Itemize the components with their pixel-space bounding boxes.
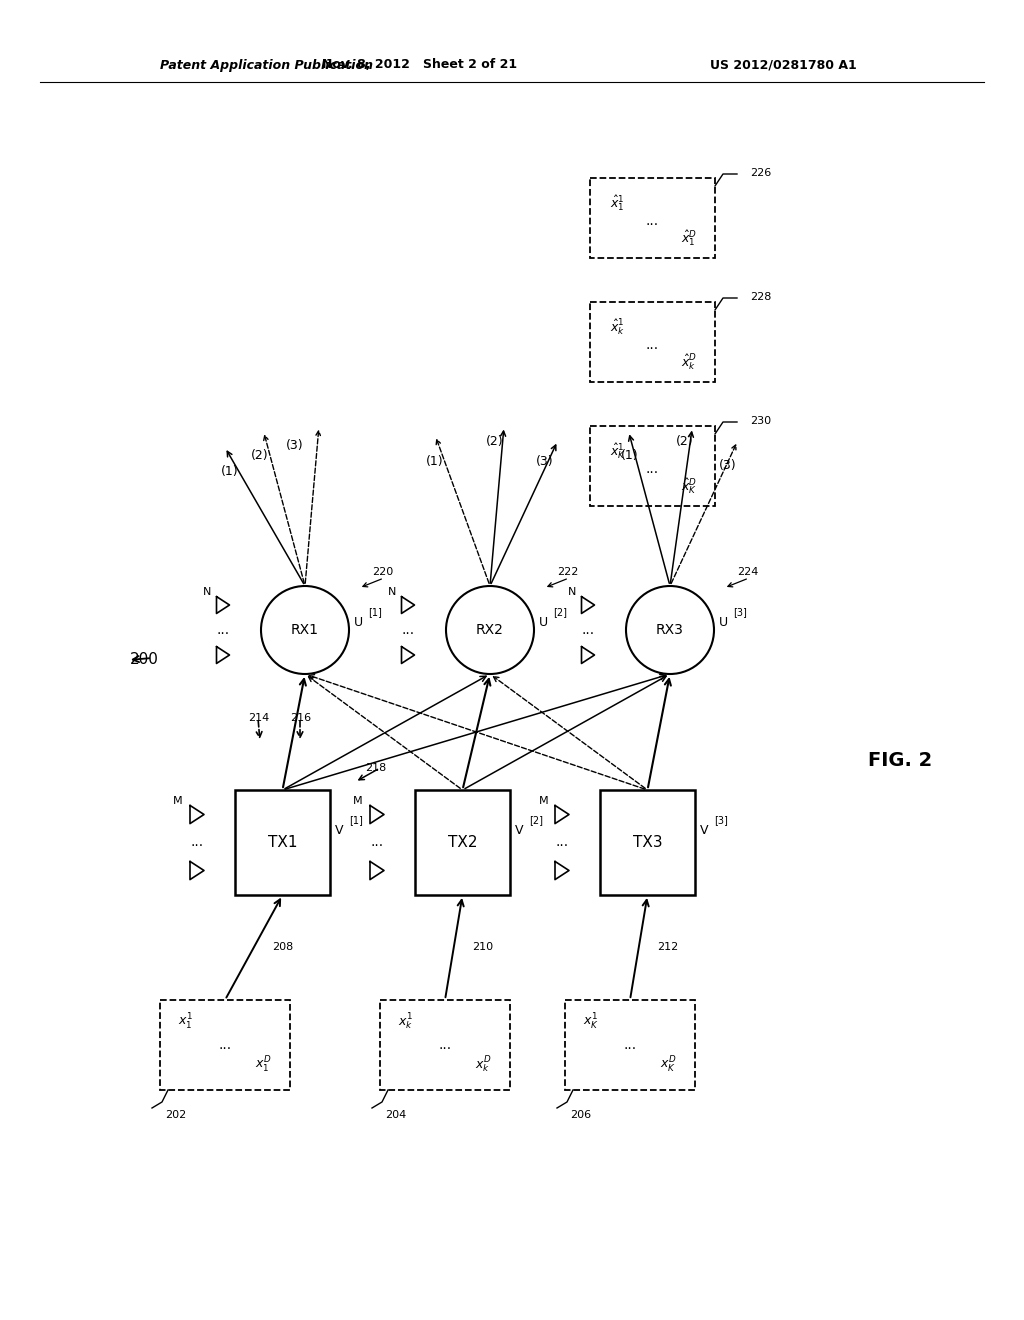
Text: 200: 200 <box>130 652 159 668</box>
Text: US 2012/0281780 A1: US 2012/0281780 A1 <box>710 58 857 71</box>
Text: 212: 212 <box>656 942 678 953</box>
Text: ...: ... <box>555 836 568 850</box>
Bar <box>415 789 510 895</box>
Text: ...: ... <box>371 836 384 850</box>
Text: $\hat{x}_1^D$: $\hat{x}_1^D$ <box>681 228 697 248</box>
Text: 218: 218 <box>365 763 386 774</box>
Text: TX3: TX3 <box>633 836 663 850</box>
Text: 204: 204 <box>385 1110 407 1119</box>
Bar <box>234 789 330 895</box>
Text: TX2: TX2 <box>447 836 477 850</box>
Text: $\hat{x}_k^D$: $\hat{x}_k^D$ <box>681 352 697 372</box>
Text: Patent Application Publication: Patent Application Publication <box>160 58 373 71</box>
Text: V: V <box>335 824 343 837</box>
Text: $x_1^1$: $x_1^1$ <box>178 1012 194 1032</box>
Text: (1): (1) <box>622 450 639 462</box>
Text: ...: ... <box>216 623 229 638</box>
Text: 230: 230 <box>750 416 771 426</box>
Text: (3): (3) <box>537 454 554 467</box>
Text: [1]: [1] <box>368 607 382 616</box>
Text: (2): (2) <box>486 434 504 447</box>
Text: 202: 202 <box>165 1110 186 1119</box>
Text: 206: 206 <box>570 1110 591 1119</box>
Text: $x_1^D$: $x_1^D$ <box>255 1055 272 1074</box>
Text: ...: ... <box>646 214 659 228</box>
Text: ...: ... <box>190 836 204 850</box>
Text: 214: 214 <box>248 713 269 723</box>
Text: 220: 220 <box>372 568 393 577</box>
Text: ...: ... <box>646 338 659 352</box>
Text: $x_k^1$: $x_k^1$ <box>398 1012 413 1032</box>
Text: 224: 224 <box>737 568 759 577</box>
Bar <box>590 426 715 506</box>
Text: 208: 208 <box>271 942 293 953</box>
Text: $x_k^D$: $x_k^D$ <box>475 1055 492 1074</box>
Text: N: N <box>567 587 575 597</box>
Text: (1): (1) <box>221 465 239 478</box>
Text: $x_K^1$: $x_K^1$ <box>583 1012 599 1032</box>
Text: RX1: RX1 <box>291 623 319 638</box>
Circle shape <box>261 586 349 675</box>
Text: 222: 222 <box>557 568 579 577</box>
Bar <box>565 1001 695 1090</box>
Text: TX1: TX1 <box>267 836 297 850</box>
Text: (2): (2) <box>676 434 694 447</box>
Text: $\hat{x}_1^1$: $\hat{x}_1^1$ <box>610 193 625 213</box>
Text: U: U <box>719 615 728 628</box>
Text: M: M <box>539 796 548 805</box>
Text: M: M <box>353 796 362 805</box>
Text: [3]: [3] <box>733 607 746 616</box>
Text: FIG. 2: FIG. 2 <box>868 751 932 770</box>
Text: RX3: RX3 <box>656 623 684 638</box>
Text: M: M <box>173 796 183 805</box>
Bar <box>160 1001 290 1090</box>
Text: N: N <box>203 587 211 597</box>
Text: 210: 210 <box>472 942 493 953</box>
Text: V: V <box>515 824 523 837</box>
Circle shape <box>626 586 714 675</box>
Text: ...: ... <box>582 623 595 638</box>
Text: ...: ... <box>438 1038 452 1052</box>
Text: 228: 228 <box>750 292 771 302</box>
Bar <box>600 789 695 895</box>
Text: (3): (3) <box>719 459 737 473</box>
Text: 226: 226 <box>750 168 771 178</box>
Text: U: U <box>354 615 364 628</box>
Text: V: V <box>700 824 709 837</box>
Bar <box>590 178 715 257</box>
Bar <box>380 1001 510 1090</box>
Text: RX2: RX2 <box>476 623 504 638</box>
Text: Nov. 8, 2012   Sheet 2 of 21: Nov. 8, 2012 Sheet 2 of 21 <box>323 58 517 71</box>
Text: (3): (3) <box>286 440 304 453</box>
Text: $\hat{x}_K^D$: $\hat{x}_K^D$ <box>681 477 697 496</box>
Bar <box>590 302 715 381</box>
Text: U: U <box>539 615 548 628</box>
Text: ...: ... <box>646 462 659 477</box>
Text: ...: ... <box>218 1038 231 1052</box>
Text: (1): (1) <box>426 454 443 467</box>
Text: $\hat{x}_K^1$: $\hat{x}_K^1$ <box>610 441 626 461</box>
Text: [1]: [1] <box>349 816 362 825</box>
Text: $x_K^D$: $x_K^D$ <box>660 1055 677 1074</box>
Text: [3]: [3] <box>714 816 728 825</box>
Text: 216: 216 <box>290 713 311 723</box>
Text: (2): (2) <box>251 450 269 462</box>
Text: ...: ... <box>401 623 415 638</box>
Text: ...: ... <box>624 1038 637 1052</box>
Text: N: N <box>388 587 396 597</box>
Text: [2]: [2] <box>553 607 567 616</box>
Text: [2]: [2] <box>529 816 543 825</box>
Circle shape <box>446 586 534 675</box>
Text: $\hat{x}_k^1$: $\hat{x}_k^1$ <box>610 317 626 337</box>
